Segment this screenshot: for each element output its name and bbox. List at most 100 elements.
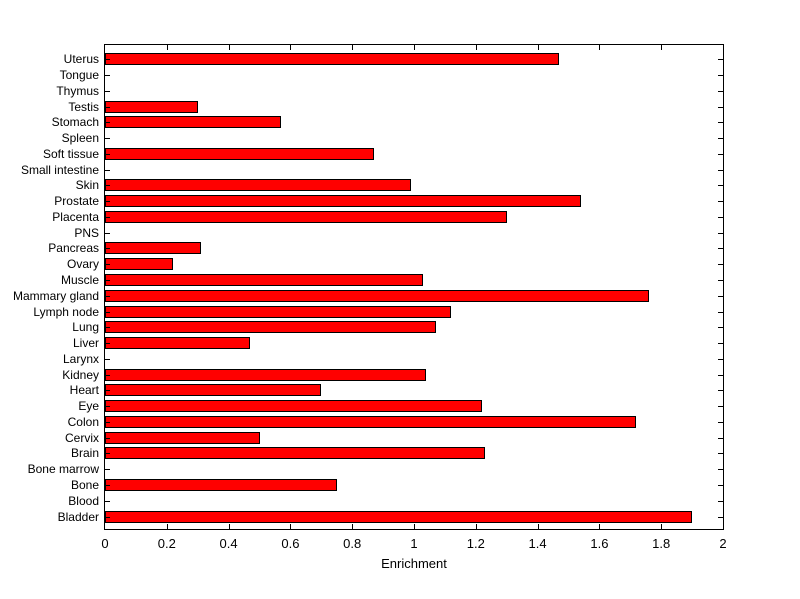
- x-tick-top: [414, 45, 415, 50]
- bar-colon: [105, 415, 637, 428]
- y-tick-left: [105, 185, 110, 186]
- y-label-heart: Heart: [69, 383, 99, 398]
- y-tick-right: [718, 75, 723, 76]
- y-axis-labels: Uterus Tongue Thymus Testis Stomach Spleen Sof…: [0, 44, 99, 530]
- x-tick-top: [352, 45, 354, 50]
- y-tick-right: [718, 264, 723, 265]
- y-label-larynx: Larynx: [62, 351, 99, 366]
- y-label-bone: Bone: [70, 477, 99, 492]
- y-tick-right: [718, 201, 723, 202]
- y-label-tongue: Tongue: [59, 68, 99, 83]
- y-tick-right: [718, 107, 723, 108]
- bar-prostate: [105, 195, 581, 208]
- x-tick-bottom: [414, 524, 415, 529]
- y-label-prostate: Prostate: [54, 194, 99, 209]
- y-tick-left: [105, 343, 110, 344]
- y-tick-right: [718, 248, 723, 249]
- y-label-kidney: Kidney: [62, 367, 99, 382]
- y-tick-left: [105, 453, 110, 454]
- y-tick-right: [718, 438, 723, 439]
- y-tick-right: [718, 312, 723, 313]
- y-tick-left: [105, 375, 110, 376]
- bar-ovary: [105, 258, 173, 271]
- y-tick-left: [105, 138, 110, 139]
- y-tick-left: [105, 201, 110, 202]
- y-tick-right: [718, 280, 723, 281]
- y-label-brain: Brain: [70, 446, 99, 461]
- x-tick-label-1.6: 1.6: [590, 536, 609, 551]
- y-label-pns: PNS: [74, 225, 99, 240]
- x-tick-bottom: [166, 524, 168, 529]
- y-label-cervix: Cervix: [64, 430, 99, 445]
- x-tick-label-0.2: 0.2: [157, 536, 176, 551]
- x-tick-label-1: 1: [410, 536, 418, 551]
- y-label-spleen: Spleen: [61, 131, 99, 146]
- x-tick-bottom: [661, 524, 663, 529]
- y-tick-left: [105, 296, 110, 297]
- y-tick-right: [718, 233, 723, 234]
- y-tick-right: [718, 485, 723, 486]
- x-tick-bottom: [228, 524, 230, 529]
- y-label-ovary: Ovary: [66, 257, 99, 272]
- x-tick-label-0.4: 0.4: [219, 536, 238, 551]
- y-label-soft-tissue: Soft tissue: [42, 146, 99, 161]
- y-label-muscle: Muscle: [60, 273, 99, 288]
- y-label-stomach: Stomach: [51, 115, 99, 130]
- bar-lymph-node: [105, 305, 452, 318]
- bar-soft-tissue: [105, 147, 374, 160]
- bar-mammary-gland: [105, 289, 649, 302]
- bar-brain: [105, 447, 486, 460]
- y-tick-right: [718, 122, 723, 123]
- y-label-placenta: Placenta: [52, 209, 99, 224]
- y-tick-right: [718, 469, 723, 470]
- x-tick-top: [599, 45, 601, 50]
- y-label-eye: Eye: [78, 399, 99, 414]
- y-tick-right: [718, 296, 723, 297]
- y-tick-left: [105, 501, 110, 502]
- bar-pancreas: [105, 242, 201, 255]
- x-tick-label-0.8: 0.8: [343, 536, 362, 551]
- y-tick-right: [718, 453, 723, 454]
- y-label-testis: Testis: [68, 99, 99, 114]
- y-tick-right: [718, 138, 723, 139]
- plot-area: [104, 44, 724, 530]
- y-label-lymph-node: Lymph node: [33, 304, 99, 319]
- y-tick-left: [105, 122, 110, 123]
- x-tick-top: [290, 45, 292, 50]
- y-label-uterus: Uterus: [63, 52, 99, 67]
- y-tick-left: [105, 406, 110, 407]
- x-axis-title: Enrichment: [381, 556, 447, 571]
- y-tick-left: [105, 233, 110, 234]
- bar-placenta: [105, 210, 507, 223]
- y-tick-left: [105, 517, 110, 518]
- x-tick-label-1.4: 1.4: [528, 536, 547, 551]
- y-tick-left: [105, 438, 110, 439]
- y-tick-right: [718, 375, 723, 376]
- y-tick-left: [105, 327, 110, 328]
- x-tick-bottom: [290, 524, 292, 529]
- y-label-colon: Colon: [67, 414, 99, 429]
- y-tick-right: [718, 170, 723, 171]
- y-label-small-intestine: Small intestine: [20, 162, 99, 177]
- y-tick-right: [718, 59, 723, 60]
- x-tick-top: [475, 45, 477, 50]
- y-tick-right: [718, 91, 723, 92]
- bar-skin: [105, 179, 411, 192]
- y-tick-left: [105, 469, 110, 470]
- y-tick-right: [718, 154, 723, 155]
- y-label-blood: Blood: [68, 493, 99, 508]
- y-tick-left: [105, 91, 110, 92]
- bar-muscle: [105, 274, 424, 287]
- bar-eye: [105, 400, 482, 413]
- x-tick-label-0: 0: [101, 536, 109, 551]
- y-label-mammary-gland: Mammary gland: [12, 288, 99, 303]
- y-tick-right: [718, 217, 723, 218]
- y-label-bladder: Bladder: [57, 509, 99, 524]
- y-tick-right: [718, 390, 723, 391]
- bar-heart: [105, 384, 322, 397]
- bar-lung: [105, 321, 436, 334]
- y-label-lung: Lung: [72, 320, 99, 335]
- y-tick-right: [718, 406, 723, 407]
- y-tick-left: [105, 75, 110, 76]
